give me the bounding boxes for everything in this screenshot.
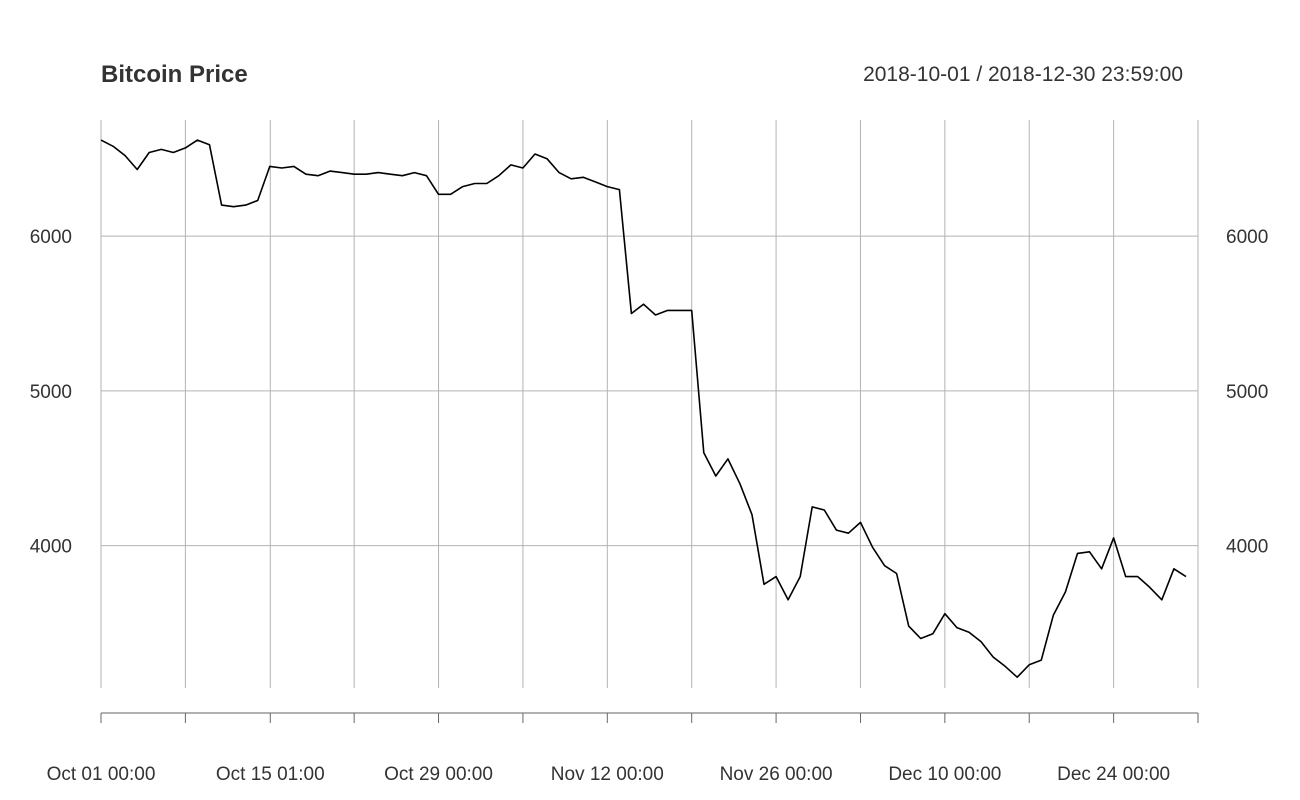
price-series-line [100, 139, 1187, 678]
x-tick-label: Oct 29 00:00 [384, 764, 493, 785]
x-axis [100, 712, 1199, 723]
x-tick-label: Dec 10 00:00 [888, 764, 1001, 785]
y-axis-labels: 4000 4000 5000 5000 6000 6000 [30, 227, 1269, 558]
x-tick-label: Dec 24 00:00 [1057, 764, 1170, 785]
y-tick-label-left: 6000 [30, 227, 72, 248]
y-tick-label-right: 6000 [1226, 227, 1268, 248]
y-tick-label-left: 4000 [30, 537, 72, 558]
x-tick-label: Oct 01 00:00 [47, 764, 156, 785]
chart-title: Bitcoin Price [101, 61, 248, 88]
x-axis-labels: Oct 01 00:00 Oct 15 01:00 Oct 29 00:00 Nov … [47, 764, 1171, 785]
y-tick-label-left: 5000 [30, 382, 72, 403]
y-tick-label-right: 4000 [1226, 537, 1268, 558]
y-tick-label-right: 5000 [1226, 382, 1268, 403]
x-tick-label: Nov 26 00:00 [720, 764, 833, 785]
x-tick-label: Oct 15 01:00 [216, 764, 325, 785]
date-range-label: 2018-10-01 / 2018-12-30 23:59:00 [863, 63, 1183, 86]
gridlines [100, 120, 1199, 688]
x-tick-label: Nov 12 00:00 [551, 764, 664, 785]
